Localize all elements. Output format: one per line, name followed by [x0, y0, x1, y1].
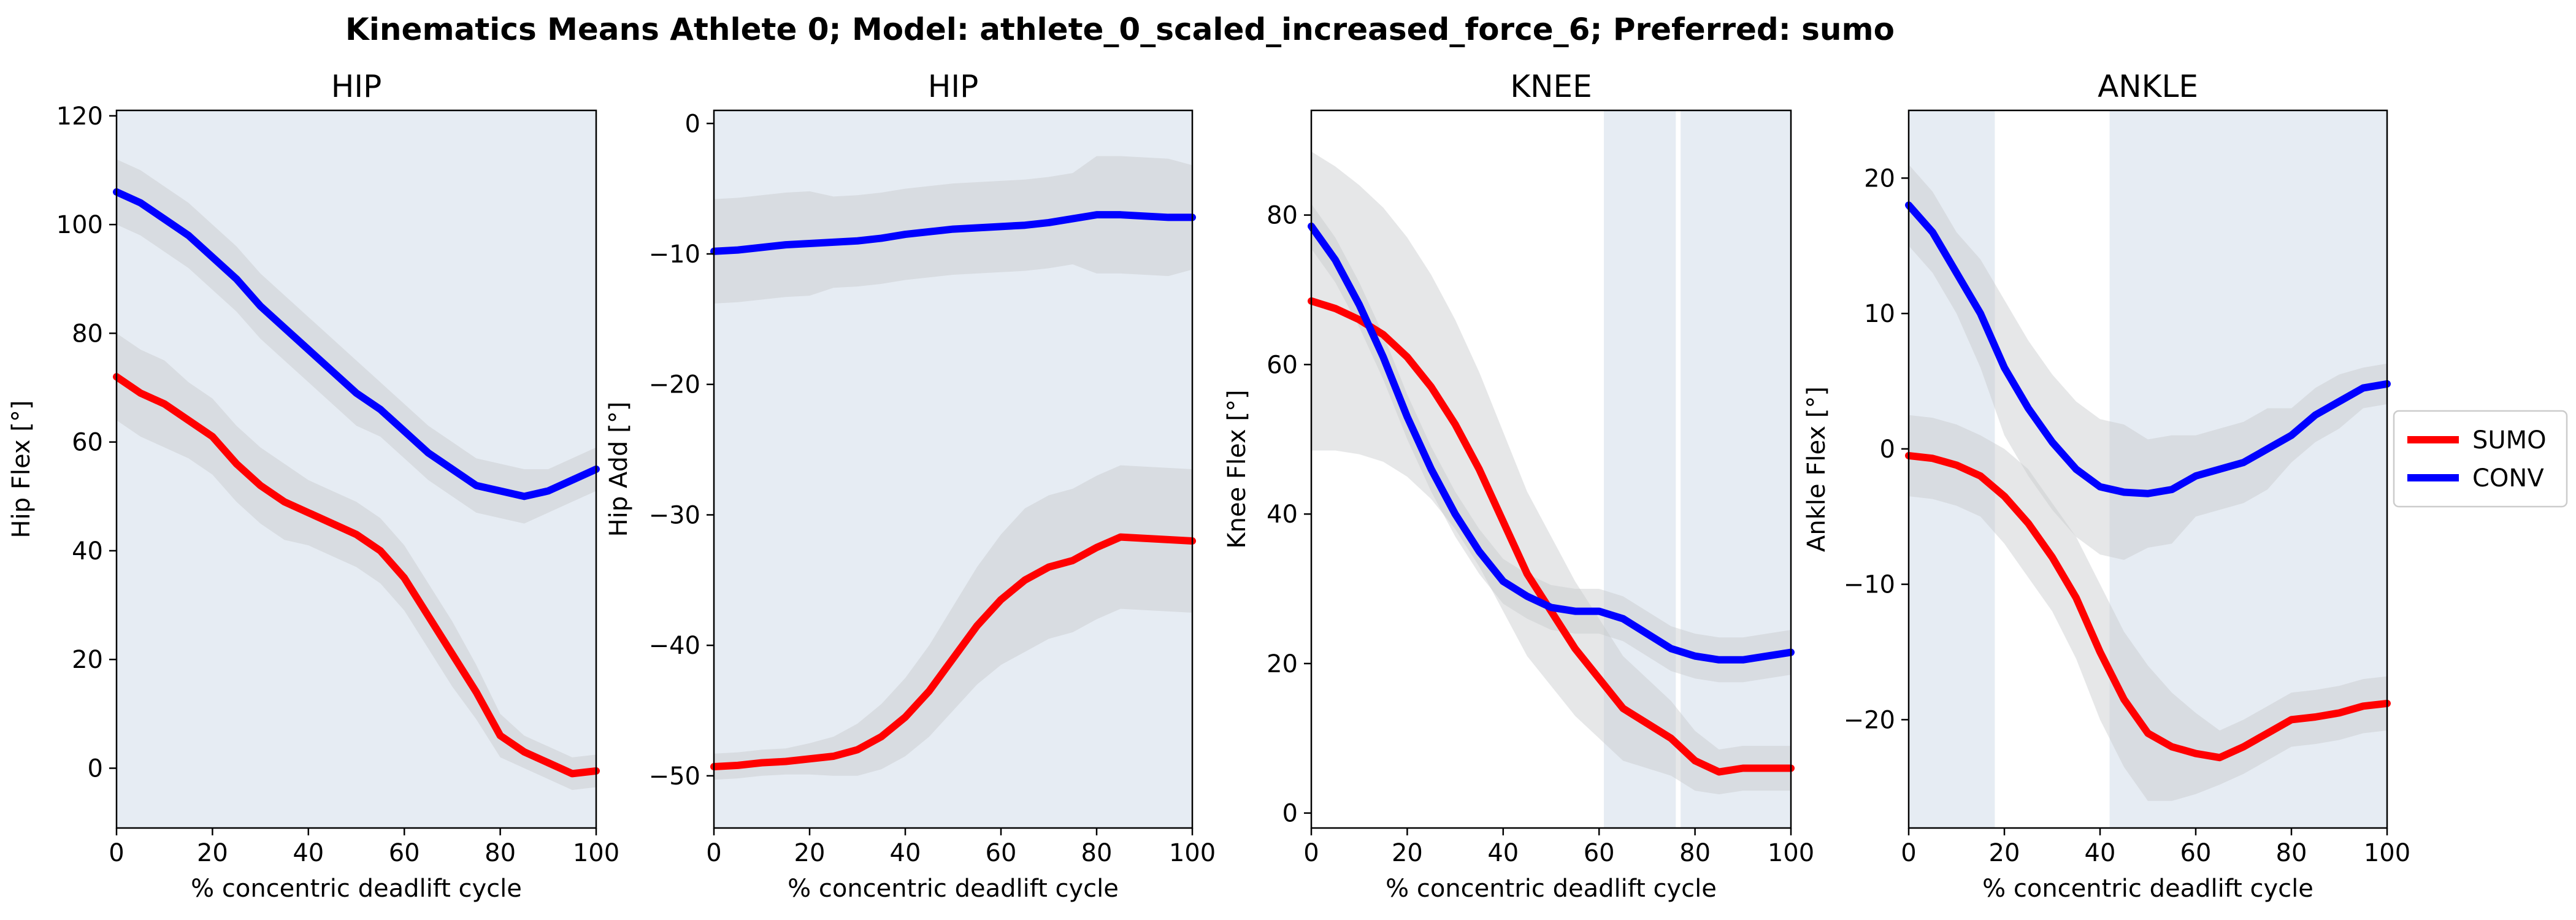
y-tick-label: −10	[649, 240, 700, 269]
x-tick-label: 20	[1392, 839, 1423, 867]
y-tick-label: 60	[1267, 351, 1298, 379]
y-tick-label: 0	[1880, 435, 1895, 464]
x-tick-label: 0	[1901, 839, 1916, 867]
y-tick-label: 20	[1267, 650, 1298, 678]
series-line-sumo	[113, 373, 600, 778]
legend-label-conv: CONV	[2472, 464, 2544, 493]
legend-label-sumo: SUMO	[2472, 426, 2547, 454]
y-tick-label: 40	[72, 537, 103, 565]
y-axis-label: Ankle Flex [°]	[1803, 386, 1831, 552]
axes-frame	[115, 109, 597, 829]
x-tick-label: 0	[109, 839, 124, 867]
x-tick-label: 100	[2364, 839, 2410, 867]
y-tick-label: −10	[1844, 571, 1895, 599]
x-tick-label: 40	[1487, 839, 1519, 867]
y-tick-label: 40	[1267, 500, 1298, 529]
x-tick-label: 40	[293, 839, 324, 867]
y-tick-label: 100	[56, 211, 103, 239]
series-line-sumo	[1905, 451, 2391, 762]
y-tick-label: −50	[649, 762, 700, 791]
sd-band-sumo	[117, 333, 596, 790]
highlight-region	[1604, 110, 1676, 828]
x-axis-label: % concentric deadlift cycle	[1386, 875, 1717, 903]
subplot-title: HIP	[928, 69, 979, 104]
y-tick-label: 60	[72, 429, 103, 457]
series-line-sumo	[710, 533, 1196, 771]
x-tick-label: 60	[389, 839, 420, 867]
sd-band-conv	[117, 159, 596, 524]
x-tick-label: 100	[573, 839, 619, 867]
x-tick-label: 40	[890, 839, 921, 867]
series-line-conv	[1905, 201, 2391, 497]
x-tick-label: 80	[485, 839, 516, 867]
y-tick-label: 10	[1864, 300, 1895, 328]
axes-frame	[1907, 109, 2388, 829]
x-tick-label: 20	[794, 839, 826, 867]
y-tick-label: 0	[685, 110, 700, 138]
y-tick-label: 120	[56, 102, 103, 131]
series-line-conv	[113, 188, 600, 500]
series-line-conv	[710, 211, 1196, 255]
x-tick-label: 80	[1679, 839, 1711, 867]
x-tick-label: 100	[1169, 839, 1216, 867]
axes-frame	[713, 109, 1194, 829]
y-axis-label: Hip Flex [°]	[7, 401, 36, 539]
series-line-conv	[1308, 222, 1795, 664]
figure-title: Kinematics Means Athlete 0; Model: athle…	[345, 12, 1895, 47]
sd-band-sumo	[1311, 151, 1791, 795]
y-tick-label: −20	[1844, 706, 1895, 734]
y-tick-label: 80	[72, 320, 103, 348]
subplot-1: 0 20 40 60 80 100 0 20 40 60 80 100 120 HIP % concentr…	[7, 69, 619, 903]
y-axis-label: Hip Add [°]	[605, 402, 633, 537]
y-tick-label: −30	[649, 501, 700, 529]
x-tick-label: 0	[706, 839, 721, 867]
x-tick-label: 20	[197, 839, 228, 867]
sd-band-conv	[1909, 164, 2387, 560]
highlight-region	[2109, 110, 2387, 828]
legend-box	[2393, 410, 2568, 508]
subplot-2: 0 20 40 60 80 100 0 −10 −20 −30 −40 −50 HIP % concent…	[605, 69, 1216, 903]
x-tick-label: 0	[1303, 839, 1319, 867]
y-tick-label: −20	[649, 371, 700, 399]
sd-band-conv	[1311, 204, 1791, 683]
y-tick-label: −40	[649, 632, 700, 660]
x-axis-label: % concentric deadlift cycle	[788, 875, 1119, 903]
y-tick-label: 0	[1282, 800, 1298, 828]
x-tick-label: 40	[2085, 839, 2116, 867]
y-tick-label: 20	[1864, 164, 1895, 193]
sd-band-sumo	[1909, 415, 2387, 801]
subplot-title: KNEE	[1510, 69, 1592, 104]
x-tick-label: 80	[1081, 839, 1113, 867]
x-tick-label: 60	[1584, 839, 1615, 867]
y-tick-label: 80	[1267, 202, 1298, 230]
x-axis-label: % concentric deadlift cycle	[1982, 875, 2313, 903]
y-tick-label: 20	[72, 646, 103, 674]
y-axis-label: Knee Flex [°]	[1223, 389, 1251, 548]
legend: SUMO CONV	[2393, 410, 2568, 508]
subplot-title: ANKLE	[2098, 69, 2198, 104]
x-tick-label: 60	[986, 839, 1017, 867]
x-tick-label: 20	[1989, 839, 2020, 867]
subplot-title: HIP	[331, 69, 382, 104]
series-line-sumo	[1308, 297, 1795, 776]
highlight-region	[1909, 110, 1995, 828]
subplot-3: 0 20 40 60 80 100 0 20 40 60 80 KNEE % concentric de…	[1223, 69, 1814, 903]
axes-frame	[1310, 109, 1792, 829]
sd-band-sumo	[714, 465, 1192, 780]
x-tick-label: 100	[1768, 839, 1814, 867]
highlight-region	[1681, 110, 1791, 828]
x-tick-label: 60	[2180, 839, 2212, 867]
highlight-region	[117, 110, 596, 828]
y-tick-label: 0	[88, 755, 103, 783]
x-tick-label: 80	[2276, 839, 2307, 867]
x-axis-label: % concentric deadlift cycle	[191, 875, 522, 903]
